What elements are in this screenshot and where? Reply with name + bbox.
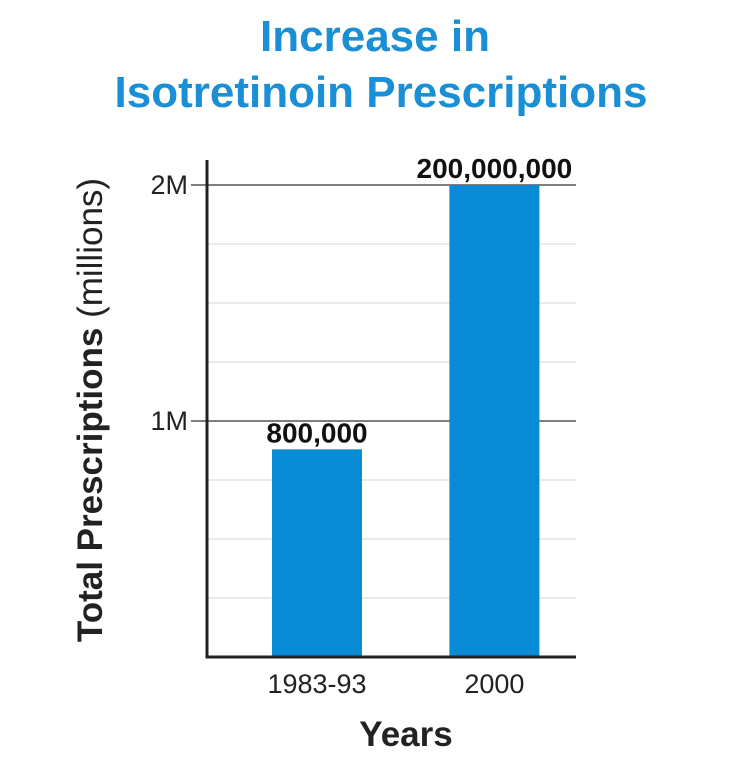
x-tick-label: 1983-93 bbox=[267, 669, 366, 699]
y-tick-label: 2M bbox=[150, 170, 188, 200]
bar bbox=[271, 449, 362, 657]
bars bbox=[271, 185, 540, 657]
bar bbox=[449, 185, 540, 657]
y-tick-label: 1M bbox=[150, 406, 188, 436]
x-tick-labels: 1983-93 2000 bbox=[267, 669, 524, 699]
chart-title-line-2: Isotretinoin Prescriptions bbox=[114, 68, 648, 117]
y-axis-label-main: Total Prescriptions bbox=[71, 328, 110, 642]
x-tick-label: 2000 bbox=[464, 669, 524, 699]
data-label: 200,000,000 bbox=[417, 153, 573, 184]
y-axis-label: Total Prescriptions (millions) bbox=[71, 178, 110, 642]
x-axis-label: Years bbox=[359, 715, 452, 754]
data-label: 800,000 bbox=[266, 417, 367, 448]
y-axis-label-unit: (millions) bbox=[71, 178, 110, 328]
chart-title-line-1: Increase in bbox=[260, 12, 490, 61]
data-labels: 800,000 200,000,000 bbox=[266, 153, 572, 448]
y-tick-labels: 1M 2M bbox=[150, 170, 188, 436]
